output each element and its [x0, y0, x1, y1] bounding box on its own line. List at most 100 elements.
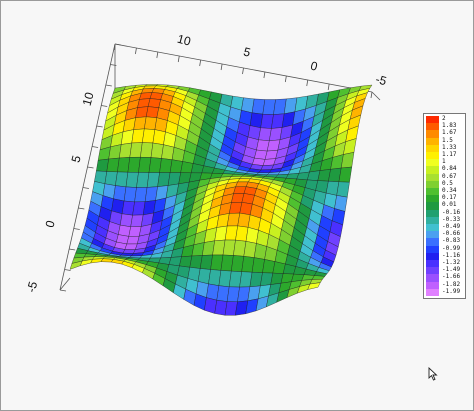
axis-tick — [105, 84, 112, 87]
axis-tick — [242, 67, 244, 75]
surface-cell — [129, 142, 143, 158]
colorbar-label: -1.32 — [442, 259, 461, 266]
axis-tick — [306, 79, 309, 87]
surface-cell — [117, 157, 131, 173]
axis-tick — [263, 71, 266, 79]
colorbar-label: -0.99 — [442, 244, 461, 252]
colorbar-swatch — [426, 252, 439, 261]
y-tick-label: -5 — [24, 280, 40, 294]
colorbar-label: -1.16 — [442, 251, 461, 259]
axis-tick — [92, 146, 99, 148]
colorbar-swatch — [426, 159, 439, 167]
axis-tick — [82, 187, 89, 189]
colorbar-swatch — [426, 245, 439, 254]
surface-cell — [136, 172, 150, 188]
surface-cell — [113, 185, 127, 202]
surface-cell — [159, 158, 173, 173]
axis-tick — [78, 207, 85, 210]
surface-cell — [169, 159, 183, 173]
surface-cell — [96, 158, 109, 172]
colorbar-label: 0.67 — [442, 172, 457, 180]
x-tick-label: 10 — [176, 32, 193, 49]
colorbar-swatch — [426, 267, 439, 275]
colorbar-label: -0.33 — [442, 215, 461, 223]
axis-tick — [220, 63, 223, 71]
colorbar-swatch — [426, 137, 439, 146]
surface-cell — [144, 116, 158, 130]
colorbar-swatch — [426, 281, 439, 290]
axis-tick — [284, 75, 287, 83]
axis-tick — [69, 248, 76, 251]
colorbar-swatch — [426, 238, 439, 246]
colorbar-swatch — [426, 288, 439, 297]
y-tick-label: 10 — [80, 90, 97, 107]
colorbar-label: 1.83 — [442, 122, 457, 130]
colorbar-label: 1.17 — [442, 151, 457, 158]
axis-tick — [87, 166, 94, 169]
axis-tick — [110, 64, 117, 66]
colorbar-label: 0.01 — [442, 201, 457, 209]
colorbar-swatch — [426, 116, 439, 124]
colorbar-swatch — [426, 274, 439, 282]
colorbar-swatch — [426, 144, 439, 153]
surface-cell — [90, 258, 104, 264]
colorbar-swatch — [426, 123, 439, 131]
colorbar-swatch — [426, 180, 439, 189]
surface-cell — [150, 142, 164, 159]
axis-tick — [101, 105, 108, 107]
axis-edge — [59, 277, 71, 291]
colorbar-swatch — [426, 130, 439, 138]
axis-tick — [96, 125, 103, 128]
surface-cell — [127, 157, 141, 173]
surface-cell — [208, 269, 222, 286]
colorbar-swatch — [426, 166, 439, 174]
colorbar-swatch — [426, 188, 439, 196]
surface-cell — [161, 144, 175, 160]
surface-cell — [311, 275, 326, 280]
surface-cell — [147, 98, 161, 108]
surface-cell — [115, 171, 129, 188]
colorbar-label: -1.99 — [442, 287, 461, 295]
tick-labels: 10 5 0 -5 10 5 0 -5 — [24, 32, 388, 294]
axis-tick — [113, 43, 116, 51]
surface-cell — [119, 213, 133, 228]
surface-layer — [69, 84, 373, 316]
colorbar-legend: 2 1.83 1.67 1.5 1.33 1.17 1 0.84 0.67 0.5 0.34 0.17… — [423, 113, 466, 299]
colorbar-swatch — [426, 260, 439, 268]
surface-cell — [154, 117, 168, 133]
surface-cell — [138, 157, 152, 173]
colorbar-label: -0.66 — [442, 230, 461, 238]
surface-cell — [148, 157, 162, 173]
colorbar-label: 2 — [442, 115, 446, 122]
surface-cell — [118, 224, 131, 237]
surface-cell — [121, 200, 135, 216]
axis-tick — [177, 55, 180, 63]
surface-cell — [149, 92, 163, 100]
colorbar-label: 0.84 — [442, 165, 457, 173]
surface-cell — [140, 142, 154, 158]
axis-tick — [64, 269, 71, 271]
surface-cell — [125, 172, 139, 188]
colorbar-swatch — [426, 231, 439, 239]
y-tick-label: 5 — [69, 154, 84, 164]
colorbar-swatch — [426, 152, 439, 160]
colorbar-swatch — [426, 224, 439, 232]
colorbar-swatch — [426, 202, 439, 210]
surface-cell — [307, 282, 321, 290]
axis-tick — [114, 43, 122, 46]
colorbar-label: -1.82 — [442, 280, 461, 288]
axis-edge — [371, 91, 381, 101]
surface-cell — [126, 236, 140, 245]
colorbar-label: -1.66 — [442, 273, 461, 281]
colorbar-label: 0.5 — [442, 179, 453, 187]
colorbar-label: 1 — [442, 158, 446, 166]
colorbar-swatch — [426, 195, 439, 203]
colorbar-label: -0.83 — [442, 237, 461, 245]
surface-cell — [132, 201, 146, 216]
colorbar-label: 0.34 — [442, 187, 457, 194]
colorbar-label: -1.49 — [442, 266, 461, 274]
axis-tick — [199, 59, 202, 67]
surface-cell — [142, 128, 156, 144]
surface-cell — [180, 161, 194, 173]
